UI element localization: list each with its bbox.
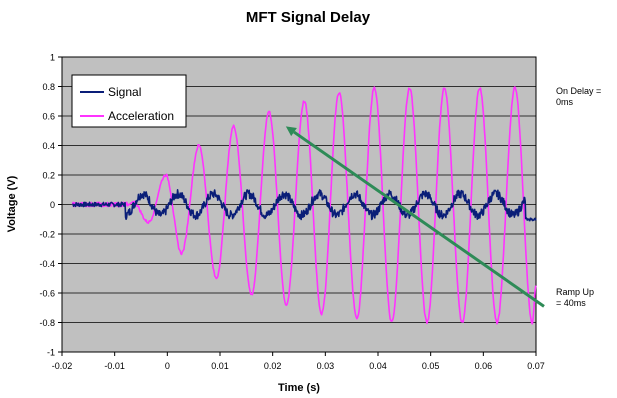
x-tick-label: 0.05 xyxy=(422,361,440,371)
series-acceleration-line xyxy=(71,86,537,325)
annotation-ramp-up-line1: Ramp Up xyxy=(556,287,594,297)
y-tick-label: -0.8 xyxy=(39,318,55,328)
series-layer xyxy=(71,86,537,325)
x-tick-label: 0.07 xyxy=(527,361,545,371)
y-tick-label: 1 xyxy=(50,53,55,63)
trend-arrow xyxy=(285,126,545,308)
annotation-on-delay: On Delay = 0ms xyxy=(556,86,604,107)
series-signal-line xyxy=(72,189,537,222)
trend-arrow-head xyxy=(285,126,297,137)
y-tick-label: 0.4 xyxy=(42,141,55,151)
annotation-on-delay-line2: 0ms xyxy=(556,97,574,107)
trend-arrow-shaft xyxy=(293,130,545,308)
legend: Signal Acceleration xyxy=(71,74,187,128)
chart-title: MFT Signal Delay xyxy=(246,9,371,26)
x-tick-label: -0.02 xyxy=(52,361,73,371)
legend-label-acceleration: Acceleration xyxy=(108,109,174,123)
y-tick-label: -0.6 xyxy=(39,289,55,299)
x-tick-label: 0.04 xyxy=(369,361,387,371)
y-tick-label: 0.8 xyxy=(42,82,55,92)
x-axis-ticks: -0.02 -0.01 0 0.01 0.02 0.03 0.04 0.05 0.06 0.07 xyxy=(52,352,545,371)
annotation-ramp-up: Ramp Up = 40ms xyxy=(556,287,597,308)
legend-label-signal: Signal xyxy=(108,85,141,99)
y-tick-label: 0.2 xyxy=(42,171,55,181)
annotation-on-delay-line1: On Delay = xyxy=(556,86,601,96)
x-tick-label: 0.06 xyxy=(475,361,493,371)
y-tick-label: -1 xyxy=(47,348,55,358)
x-tick-label: 0.02 xyxy=(264,361,282,371)
x-tick-label: -0.01 xyxy=(104,361,125,371)
annotation-ramp-up-line2: = 40ms xyxy=(556,298,586,308)
y-tick-label: -0.2 xyxy=(39,230,55,240)
x-tick-label: 0.01 xyxy=(211,361,229,371)
legend-box xyxy=(71,74,187,128)
x-tick-label: 0 xyxy=(165,361,170,371)
y-axis-ticks: 1 0.8 0.6 0.4 0.2 0 -0.2 -0.4 -0.6 -0.8 -1 xyxy=(39,53,62,358)
y-tick-label: -0.4 xyxy=(39,259,55,269)
x-axis-label: Time (s) xyxy=(278,382,320,394)
y-tick-label: 0 xyxy=(50,200,55,210)
y-tick-label: 0.6 xyxy=(42,112,55,122)
x-tick-label: 0.03 xyxy=(317,361,335,371)
y-axis-label: Voltage (V) xyxy=(6,175,18,232)
